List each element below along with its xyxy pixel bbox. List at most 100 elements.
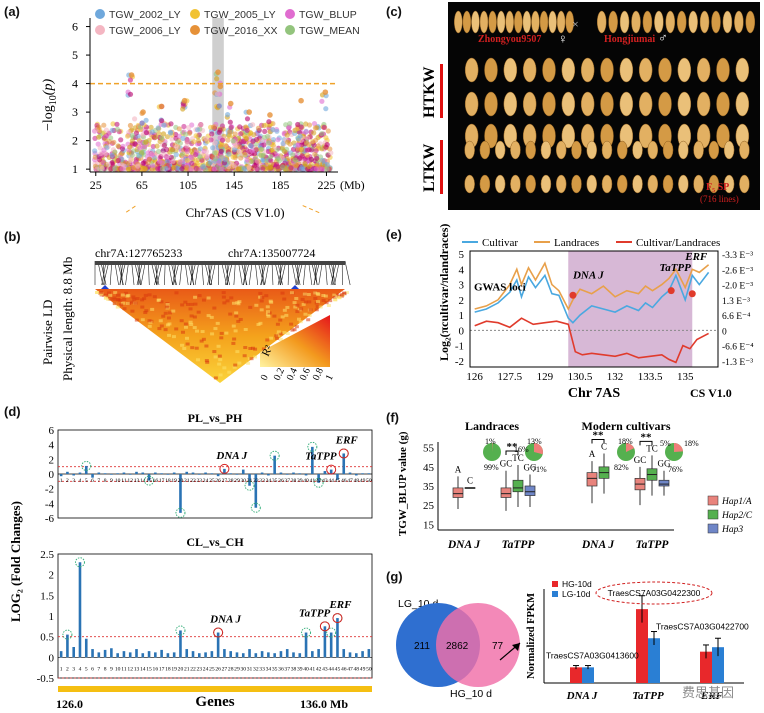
ld-cell [197, 294, 202, 298]
grain [647, 174, 659, 194]
ld-cell [337, 296, 342, 300]
scatter-point [226, 151, 232, 157]
bottom-bar [116, 653, 119, 658]
grain [745, 10, 756, 34]
scatter-point [142, 165, 149, 171]
ld-cell [101, 293, 106, 297]
legend-label: Hap2/C [721, 511, 753, 521]
bottom-bar [304, 632, 308, 658]
bottom-bar [235, 652, 239, 658]
scatter-point [193, 160, 199, 166]
ld-cell [238, 317, 243, 321]
x-tick-label: 225 [317, 178, 335, 192]
grain [514, 10, 523, 34]
legend-label: TGW_BLUP [299, 9, 357, 21]
scatter-point [184, 143, 190, 149]
y-right-tick-label: -6.6 E⁻⁴ [722, 343, 754, 353]
ld-cell [147, 324, 152, 328]
legend-tick: 0.4 [285, 366, 300, 382]
scatter-point [321, 124, 327, 131]
legend-marker [190, 9, 200, 19]
top-gene-index: 7 [97, 478, 100, 484]
scatter-point [241, 166, 247, 172]
significance-bracket [505, 450, 519, 455]
x-tick-label: 132 [607, 371, 624, 383]
ld-cell [200, 330, 205, 334]
grain [699, 10, 710, 34]
top-bar [267, 474, 270, 476]
bottom-bar [223, 649, 226, 658]
top-gene-index: 18 [165, 478, 171, 484]
ld-cell [302, 292, 307, 296]
legend-label: Cultivar/Landraces [636, 237, 720, 249]
ld-cell [183, 300, 188, 304]
ld-cell [201, 337, 206, 341]
ld-cell [171, 309, 176, 313]
ld-cell [298, 320, 303, 324]
bottom-gene-index: 47 [347, 666, 353, 672]
ld-cell [166, 316, 171, 320]
ld-cell [142, 297, 147, 301]
ld-cell [122, 307, 127, 311]
ld-cell [285, 305, 290, 309]
panel-f-label: (f) [386, 410, 399, 425]
ld-cell [260, 295, 265, 299]
scatter-point [96, 124, 102, 130]
ld-cell [185, 302, 190, 306]
scatter-point [216, 129, 222, 135]
ld-cell [161, 314, 166, 318]
ld-ylabel-2: Physical length: 8.8 Mb [60, 257, 75, 381]
peak-point [140, 109, 146, 115]
grain [525, 140, 536, 160]
ld-cell [313, 291, 318, 295]
scatter-point [266, 119, 272, 125]
ld-cell [199, 339, 204, 343]
top-gene-index: 2 [66, 478, 69, 484]
pie-percent: 18% [684, 439, 699, 448]
bottom-gene-index: 18 [165, 666, 171, 672]
scatter-point [106, 139, 112, 145]
bottom-bar [267, 652, 270, 658]
scatter-point [99, 165, 105, 171]
x-unit: (Mb) [340, 178, 365, 192]
significance-bracket [591, 438, 605, 444]
scatter-point [184, 157, 190, 163]
grain [522, 91, 537, 117]
bottom-gene-index: 31 [247, 666, 253, 672]
scatter-point [313, 137, 319, 143]
grain [464, 140, 475, 160]
bottom-bar [367, 649, 371, 658]
grain [716, 57, 730, 83]
pie-slice [674, 443, 683, 452]
top-gene-index: 12 [127, 478, 133, 484]
ld-cell [217, 362, 222, 366]
scatter-point [293, 163, 299, 169]
scatter-point [105, 161, 111, 167]
grain [642, 10, 653, 34]
grain [693, 140, 704, 160]
top-gene-index: 21 [184, 478, 190, 484]
pie-percent: 13% [527, 437, 542, 446]
scatter-point [212, 140, 218, 146]
scatter-point [244, 157, 250, 163]
scatter-point [170, 147, 176, 153]
top-bar [154, 472, 157, 474]
top-bar [311, 446, 314, 474]
ld-cell [296, 317, 301, 321]
grain-row-ltkw [464, 174, 750, 194]
ld-cell [228, 312, 233, 316]
grain [678, 174, 689, 194]
ld-cell [269, 300, 274, 304]
top-gene-index: 41 [310, 478, 316, 484]
ld-cell [258, 295, 263, 299]
scatter-point [270, 137, 277, 143]
bottom-bar [166, 653, 170, 658]
ld-cell [295, 303, 300, 307]
ld-cell [213, 376, 218, 380]
scatter-point [290, 152, 296, 158]
top-bar [248, 474, 251, 486]
ld-cell [183, 322, 188, 326]
top-gene-index: 44 [328, 478, 334, 484]
grain [464, 174, 475, 194]
ld-cell [185, 336, 190, 340]
